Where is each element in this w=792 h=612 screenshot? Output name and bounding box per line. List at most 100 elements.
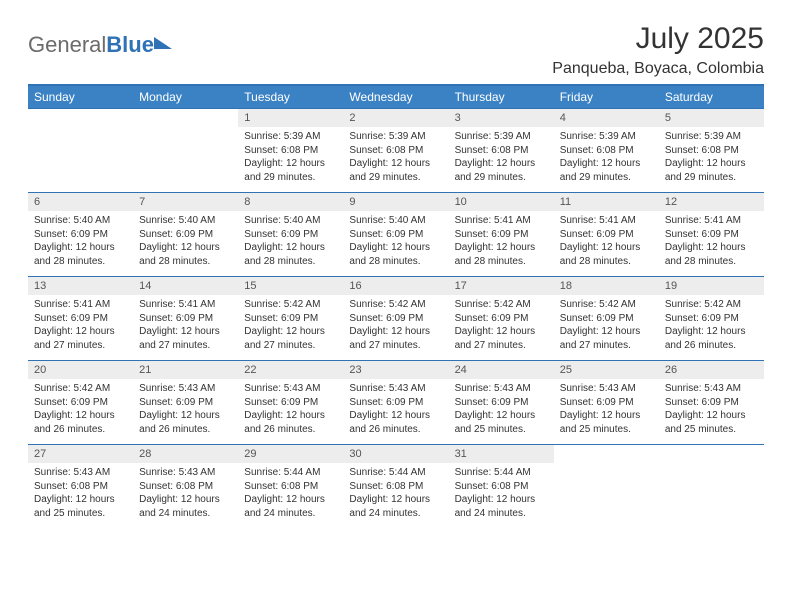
day-detail-cell: Sunrise: 5:43 AMSunset: 6:08 PMDaylight:… [133,463,238,528]
daylight-text: Daylight: 12 hours [560,157,653,171]
day-number-cell [28,109,133,128]
day-detail-cell: Sunrise: 5:39 AMSunset: 6:08 PMDaylight:… [343,127,448,193]
day-detail-cell [659,463,764,528]
day-number-cell [554,445,659,464]
daylight-text: and 29 minutes. [455,171,548,185]
day-detail-cell: Sunrise: 5:39 AMSunset: 6:08 PMDaylight:… [554,127,659,193]
day-detail-cell: Sunrise: 5:41 AMSunset: 6:09 PMDaylight:… [659,211,764,277]
daylight-text: and 26 minutes. [349,423,442,437]
sunset-text: Sunset: 6:09 PM [139,312,232,326]
sunrise-text: Sunrise: 5:42 AM [34,382,127,396]
day-number-row: 12345 [28,109,764,128]
sunset-text: Sunset: 6:08 PM [455,144,548,158]
day-number-cell: 11 [554,193,659,212]
sunset-text: Sunset: 6:08 PM [244,480,337,494]
day-detail-cell: Sunrise: 5:42 AMSunset: 6:09 PMDaylight:… [449,295,554,361]
day-number-cell: 30 [343,445,448,464]
day-detail-cell: Sunrise: 5:39 AMSunset: 6:08 PMDaylight:… [659,127,764,193]
sunrise-text: Sunrise: 5:43 AM [244,382,337,396]
daylight-text: Daylight: 12 hours [34,241,127,255]
daylight-text: and 28 minutes. [560,255,653,269]
sunset-text: Sunset: 6:08 PM [560,144,653,158]
daylight-text: and 26 minutes. [34,423,127,437]
day-number-cell: 24 [449,361,554,380]
title-block: July 2025 Panqueba, Boyaca, Colombia [552,22,764,78]
daylight-text: and 28 minutes. [244,255,337,269]
daylight-text: Daylight: 12 hours [139,241,232,255]
daylight-text: and 29 minutes. [244,171,337,185]
daylight-text: Daylight: 12 hours [560,241,653,255]
day-detail-cell: Sunrise: 5:41 AMSunset: 6:09 PMDaylight:… [449,211,554,277]
daylight-text: Daylight: 12 hours [244,241,337,255]
day-detail-cell: Sunrise: 5:43 AMSunset: 6:09 PMDaylight:… [133,379,238,445]
day-number-cell: 18 [554,277,659,296]
sunrise-text: Sunrise: 5:39 AM [560,130,653,144]
sunset-text: Sunset: 6:08 PM [455,480,548,494]
sunrise-text: Sunrise: 5:42 AM [455,298,548,312]
daylight-text: and 25 minutes. [455,423,548,437]
sunrise-text: Sunrise: 5:42 AM [665,298,758,312]
day-number-cell: 23 [343,361,448,380]
day-number-cell: 27 [28,445,133,464]
day-detail-cell: Sunrise: 5:42 AMSunset: 6:09 PMDaylight:… [659,295,764,361]
sunset-text: Sunset: 6:09 PM [665,312,758,326]
sunset-text: Sunset: 6:09 PM [349,396,442,410]
sunset-text: Sunset: 6:09 PM [244,312,337,326]
day-detail-cell [28,127,133,193]
brand-part2: Blue [106,32,154,57]
sunrise-text: Sunrise: 5:40 AM [34,214,127,228]
sunrise-text: Sunrise: 5:43 AM [34,466,127,480]
sunrise-text: Sunrise: 5:43 AM [455,382,548,396]
day-detail-cell: Sunrise: 5:44 AMSunset: 6:08 PMDaylight:… [449,463,554,528]
day-number-row: 13141516171819 [28,277,764,296]
sunset-text: Sunset: 6:09 PM [139,396,232,410]
weekday-header-row: Sunday Monday Tuesday Wednesday Thursday… [28,85,764,109]
day-detail-row: Sunrise: 5:40 AMSunset: 6:09 PMDaylight:… [28,211,764,277]
day-number-cell [659,445,764,464]
daylight-text: and 27 minutes. [455,339,548,353]
day-number-cell [133,109,238,128]
day-detail-row: Sunrise: 5:39 AMSunset: 6:08 PMDaylight:… [28,127,764,193]
day-number-cell: 14 [133,277,238,296]
day-number-row: 2728293031 [28,445,764,464]
day-number-cell: 12 [659,193,764,212]
sunrise-text: Sunrise: 5:44 AM [349,466,442,480]
daylight-text: and 24 minutes. [244,507,337,521]
sunrise-text: Sunrise: 5:41 AM [139,298,232,312]
day-detail-cell: Sunrise: 5:44 AMSunset: 6:08 PMDaylight:… [343,463,448,528]
day-detail-cell: Sunrise: 5:43 AMSunset: 6:09 PMDaylight:… [238,379,343,445]
sunrise-text: Sunrise: 5:43 AM [139,466,232,480]
day-number-cell: 28 [133,445,238,464]
day-detail-cell: Sunrise: 5:43 AMSunset: 6:09 PMDaylight:… [554,379,659,445]
sunrise-text: Sunrise: 5:39 AM [244,130,337,144]
weekday-header: Saturday [659,85,764,109]
sunset-text: Sunset: 6:09 PM [34,228,127,242]
day-number-cell: 1 [238,109,343,128]
day-detail-cell: Sunrise: 5:39 AMSunset: 6:08 PMDaylight:… [238,127,343,193]
daylight-text: Daylight: 12 hours [34,325,127,339]
sunrise-text: Sunrise: 5:43 AM [560,382,653,396]
day-detail-cell: Sunrise: 5:41 AMSunset: 6:09 PMDaylight:… [28,295,133,361]
daylight-text: Daylight: 12 hours [349,241,442,255]
daylight-text: Daylight: 12 hours [455,241,548,255]
sunset-text: Sunset: 6:09 PM [560,312,653,326]
sunrise-text: Sunrise: 5:39 AM [665,130,758,144]
day-number-cell: 2 [343,109,448,128]
day-detail-cell: Sunrise: 5:40 AMSunset: 6:09 PMDaylight:… [238,211,343,277]
daylight-text: Daylight: 12 hours [244,325,337,339]
weekday-header: Monday [133,85,238,109]
daylight-text: Daylight: 12 hours [349,325,442,339]
weekday-header: Thursday [449,85,554,109]
sunset-text: Sunset: 6:09 PM [455,228,548,242]
sunrise-text: Sunrise: 5:40 AM [349,214,442,228]
sunrise-text: Sunrise: 5:44 AM [244,466,337,480]
daylight-text: and 25 minutes. [665,423,758,437]
header: GeneralBlue July 2025 Panqueba, Boyaca, … [28,22,764,78]
daylight-text: Daylight: 12 hours [665,157,758,171]
daylight-text: and 26 minutes. [665,339,758,353]
sunrise-text: Sunrise: 5:39 AM [455,130,548,144]
sunrise-text: Sunrise: 5:42 AM [349,298,442,312]
daylight-text: and 28 minutes. [455,255,548,269]
daylight-text: and 24 minutes. [139,507,232,521]
day-number-cell: 8 [238,193,343,212]
